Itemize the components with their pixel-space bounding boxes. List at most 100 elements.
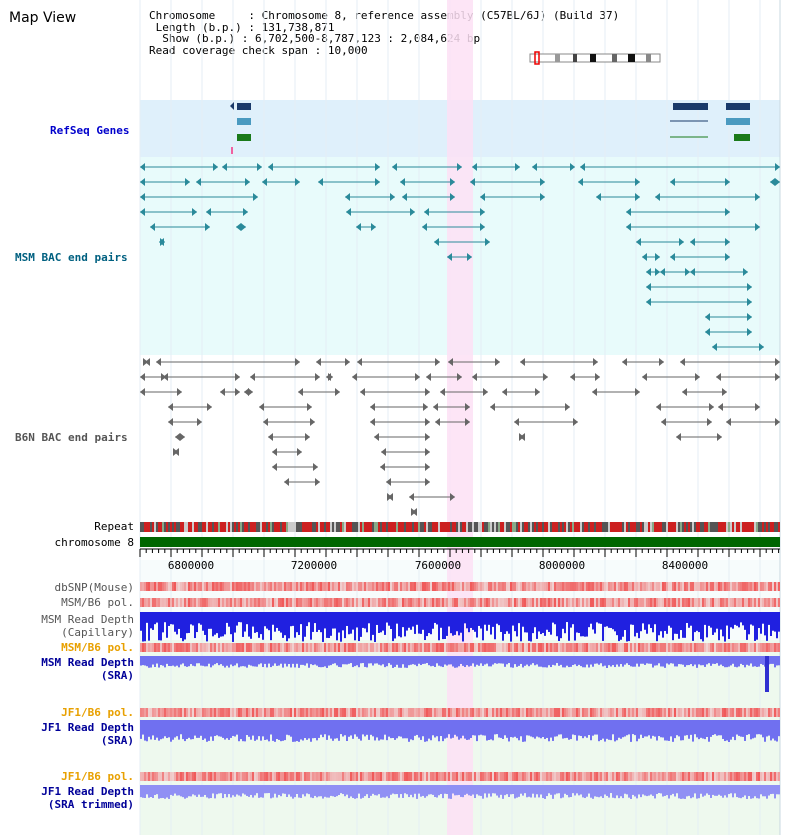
jf1-pol-cell <box>516 708 518 717</box>
jf1-pol2-cell <box>374 772 376 781</box>
jf1-depth-bar <box>324 720 326 735</box>
dbsnp-cell <box>286 582 288 591</box>
msm-bac-end <box>636 238 641 246</box>
msm-depth-cap-bar <box>670 612 672 628</box>
jf1-pol2-cell <box>594 772 596 781</box>
msm-pol-cell <box>142 598 144 607</box>
jf1-pol2-cell <box>724 772 726 781</box>
jf1-depth-bar <box>372 720 374 737</box>
b6n-bac-end <box>284 478 289 486</box>
dbsnp-cell <box>606 582 608 591</box>
jf1-trim-bar <box>658 785 660 794</box>
msm-depth-cap-bar <box>692 612 694 641</box>
jf1-pol2-cell <box>690 772 692 781</box>
dbsnp-cell <box>328 582 330 591</box>
msm-pol-cell <box>426 598 428 607</box>
b6n-bac-end <box>305 433 310 441</box>
msm-pol2-cell <box>348 643 350 652</box>
jf1-pol2-cell <box>668 772 670 781</box>
jf1-trim-bar <box>698 785 700 799</box>
dbsnp-cell <box>720 582 722 591</box>
msm-pol-cell <box>358 598 360 607</box>
jf1-trim-bar <box>574 785 576 796</box>
msm-pol-cell <box>346 598 348 607</box>
dbsnp-cell <box>550 582 552 591</box>
gene-exon <box>237 134 251 141</box>
jf1-pol-cell <box>366 708 368 717</box>
jf1-depth-bar <box>550 720 552 738</box>
msm-bac-end <box>532 163 537 171</box>
jf1-pol-cell <box>514 708 516 717</box>
jf1-trim-bar <box>392 785 394 794</box>
dbsnp-cell <box>636 582 638 591</box>
msm-depth-sra-bar <box>582 656 584 668</box>
jf1-pol2-cell <box>344 772 346 781</box>
ideogram-band <box>646 54 651 62</box>
jf1-pol-cell <box>422 708 424 717</box>
dbsnp-cell <box>378 582 380 591</box>
dbsnp-cell <box>688 582 690 591</box>
msm-pol-cell <box>636 598 638 607</box>
b6n-bac-end <box>143 358 148 366</box>
jf1-pol-cell <box>352 708 354 717</box>
msm-depth-cap-bar <box>638 612 640 639</box>
jf1-trim-bar <box>636 785 638 799</box>
jf1-trim-bar <box>512 785 514 795</box>
msm-depth-cap-bar <box>170 612 172 625</box>
jf1-depth-bar <box>168 720 170 738</box>
jf1-pol-cell <box>316 708 318 717</box>
repeat-block <box>626 522 628 532</box>
jf1-trim-bar <box>762 785 764 797</box>
msm-pol-cell <box>306 598 308 607</box>
msm-depth-sra-bar <box>546 656 548 668</box>
msm-pol-cell <box>708 598 710 607</box>
dbsnp-cell <box>298 582 300 591</box>
jf1-pol-cell <box>616 708 618 717</box>
jf1-pol-cell <box>466 708 468 717</box>
b6n-bac-end <box>425 478 430 486</box>
msm-pol-cell <box>304 598 306 607</box>
b6n-bac-end <box>755 403 760 411</box>
dbsnp-cell <box>400 582 402 591</box>
jf1-depth-bar <box>318 720 320 738</box>
jf1-pol-cell <box>142 708 144 717</box>
dbsnp-cell <box>600 582 602 591</box>
dbsnp-cell <box>622 582 624 591</box>
jf1-pol-cell <box>294 708 296 717</box>
msm-pol2-cell <box>722 643 724 652</box>
repeat-block <box>762 522 764 532</box>
jf1-pol-cell <box>540 708 542 717</box>
msm-depth-sra-bar <box>312 656 314 666</box>
jf1-trim-bar <box>582 785 584 798</box>
b6n-bac-end <box>519 433 524 441</box>
jf1-depth-bar <box>734 720 736 741</box>
jf1-pol2-cell <box>578 772 580 781</box>
msm-bac-end <box>775 163 780 171</box>
msm-pol2-cell <box>150 643 152 652</box>
msm-bac-end <box>690 268 695 276</box>
msm-pol2-cell <box>770 643 772 652</box>
msm-bac-end <box>655 268 660 276</box>
msm-depth-sra-bar <box>166 656 168 664</box>
msm-depth-sra-bar <box>744 656 746 668</box>
jf1-depth-bar <box>392 720 394 739</box>
repeat-block <box>706 522 708 532</box>
msm-pol2-cell <box>280 643 282 652</box>
b6n-bac-end <box>775 358 780 366</box>
msm-pol2-cell <box>204 643 206 652</box>
repeat-block <box>714 522 716 532</box>
msm-pol-cell <box>512 598 514 607</box>
b6n-bac-end <box>370 403 375 411</box>
msm-depth-cap-bar <box>746 612 748 640</box>
jf1-depth-bar <box>760 720 762 735</box>
jf1-trim-bar <box>246 785 248 796</box>
msm-depth-sra-bar <box>234 656 236 666</box>
jf1-pol2-cell <box>582 772 584 781</box>
jf1-pol2-cell <box>376 772 378 781</box>
msm-pol2-cell <box>156 643 158 652</box>
msm-depth-cap-bar <box>220 612 222 637</box>
jf1-pol-cell <box>456 708 458 717</box>
msm-pol-cell <box>350 598 352 607</box>
jf1-pol2-cell <box>604 772 606 781</box>
